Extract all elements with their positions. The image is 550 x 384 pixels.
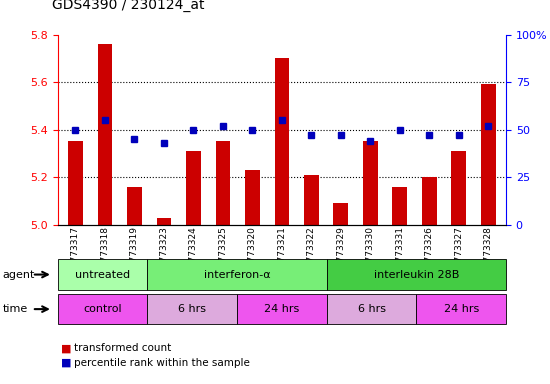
Text: 24 hrs: 24 hrs [264,304,300,314]
Text: transformed count: transformed count [74,343,172,353]
Text: percentile rank within the sample: percentile rank within the sample [74,358,250,368]
Bar [245,170,260,225]
Text: 24 hrs: 24 hrs [443,304,479,314]
Text: ■: ■ [60,358,71,368]
Bar [68,141,83,225]
Bar [422,177,437,225]
Bar [304,175,319,225]
Text: untreated: untreated [75,270,130,280]
Text: ■: ■ [60,343,71,353]
Text: control: control [83,304,122,314]
Bar [274,58,289,225]
Bar [481,84,496,225]
Text: 6 hrs: 6 hrs [358,304,386,314]
Bar [186,151,201,225]
Bar [157,217,171,225]
Bar [452,151,466,225]
Text: GDS4390 / 230124_at: GDS4390 / 230124_at [52,0,205,12]
Text: 6 hrs: 6 hrs [178,304,206,314]
Text: time: time [3,304,28,314]
Bar [216,141,230,225]
Text: interleukin 28B: interleukin 28B [373,270,459,280]
Text: agent: agent [3,270,35,280]
Bar [97,44,112,225]
Bar [333,203,348,225]
Bar [127,187,142,225]
Bar [363,141,378,225]
Bar [393,187,407,225]
Text: interferon-α: interferon-α [204,270,271,280]
